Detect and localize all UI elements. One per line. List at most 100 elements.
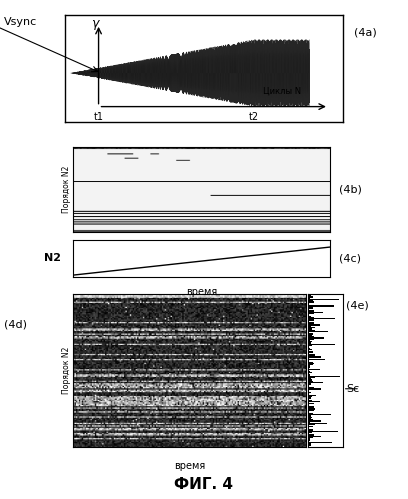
Bar bbox=[308, 351, 313, 353]
Bar bbox=[308, 388, 321, 390]
Bar bbox=[308, 330, 315, 331]
Bar bbox=[308, 424, 315, 426]
Bar bbox=[308, 414, 331, 415]
Bar bbox=[308, 338, 314, 340]
Bar bbox=[308, 313, 314, 314]
Text: время: время bbox=[186, 287, 217, 297]
Bar bbox=[308, 432, 312, 433]
Text: (4e): (4e) bbox=[346, 300, 369, 310]
Bar bbox=[308, 436, 321, 437]
Bar bbox=[308, 342, 311, 344]
Bar bbox=[308, 319, 313, 320]
Bar bbox=[308, 323, 314, 324]
Bar bbox=[308, 446, 310, 447]
Bar bbox=[308, 362, 313, 363]
Bar bbox=[308, 396, 312, 397]
Bar bbox=[308, 392, 311, 394]
Text: Циклы N: Циклы N bbox=[263, 86, 301, 95]
Bar bbox=[308, 315, 310, 317]
Bar bbox=[308, 344, 335, 345]
Bar bbox=[308, 383, 311, 385]
Bar bbox=[308, 364, 313, 365]
Bar bbox=[308, 441, 309, 442]
Bar bbox=[308, 327, 315, 328]
Bar bbox=[308, 429, 313, 431]
Bar bbox=[308, 341, 312, 342]
Bar bbox=[308, 333, 313, 335]
Bar bbox=[308, 369, 320, 370]
Bar bbox=[308, 305, 334, 306]
Bar bbox=[308, 310, 314, 312]
Bar bbox=[308, 382, 323, 383]
Bar bbox=[308, 401, 320, 403]
Bar bbox=[308, 442, 332, 444]
Bar bbox=[308, 385, 309, 386]
Bar bbox=[308, 417, 312, 418]
Bar bbox=[308, 346, 309, 347]
Bar bbox=[308, 438, 310, 440]
Bar bbox=[308, 306, 313, 308]
Bar bbox=[308, 363, 314, 364]
Bar bbox=[308, 428, 309, 429]
Bar bbox=[308, 437, 313, 438]
Bar bbox=[308, 360, 309, 361]
Text: Vsync: Vsync bbox=[4, 17, 37, 27]
Bar bbox=[308, 318, 335, 319]
Bar bbox=[308, 371, 310, 372]
Bar bbox=[308, 328, 312, 329]
Bar bbox=[308, 435, 314, 436]
Bar bbox=[308, 403, 314, 404]
Bar bbox=[308, 395, 316, 396]
Bar bbox=[308, 376, 339, 377]
Bar bbox=[308, 400, 312, 401]
Bar bbox=[308, 345, 312, 346]
Bar bbox=[308, 406, 314, 408]
Bar bbox=[308, 377, 315, 378]
Text: Sc: Sc bbox=[346, 384, 359, 394]
Bar bbox=[308, 445, 311, 446]
Bar bbox=[308, 365, 310, 367]
Bar bbox=[308, 355, 315, 356]
Bar bbox=[308, 367, 310, 368]
Bar bbox=[308, 322, 314, 323]
Bar bbox=[308, 421, 322, 422]
Text: N2: N2 bbox=[44, 253, 61, 263]
Bar bbox=[308, 423, 328, 424]
Bar bbox=[308, 299, 339, 300]
Bar bbox=[308, 426, 313, 427]
Bar bbox=[308, 380, 312, 381]
Bar bbox=[308, 373, 309, 374]
Text: γ: γ bbox=[91, 17, 98, 30]
Bar bbox=[308, 303, 309, 304]
Text: время: время bbox=[174, 461, 205, 471]
Bar bbox=[308, 296, 313, 297]
Text: ФИГ. 4: ФИГ. 4 bbox=[175, 477, 233, 492]
Bar bbox=[308, 347, 310, 349]
Bar bbox=[308, 444, 311, 445]
Bar bbox=[308, 378, 311, 379]
Text: t1: t1 bbox=[93, 112, 104, 122]
Text: t2: t2 bbox=[249, 112, 259, 122]
Bar bbox=[308, 356, 321, 358]
Bar bbox=[308, 409, 315, 410]
Bar bbox=[308, 397, 311, 399]
Bar bbox=[308, 326, 311, 327]
Bar bbox=[308, 391, 309, 392]
Text: (4c): (4c) bbox=[339, 253, 361, 263]
Bar bbox=[308, 399, 309, 400]
Bar bbox=[308, 350, 309, 351]
Y-axis label: Порядок N2: Порядок N2 bbox=[62, 166, 71, 213]
Bar bbox=[308, 415, 311, 417]
Bar bbox=[308, 294, 312, 295]
Bar bbox=[308, 354, 315, 355]
Bar bbox=[308, 374, 310, 376]
Text: (4d): (4d) bbox=[4, 320, 27, 330]
Bar bbox=[308, 308, 313, 309]
Bar bbox=[308, 295, 311, 296]
Bar bbox=[308, 419, 313, 420]
Bar bbox=[308, 324, 320, 326]
Text: (4a): (4a) bbox=[354, 28, 377, 38]
Bar bbox=[308, 413, 313, 414]
Bar bbox=[308, 312, 324, 313]
Bar bbox=[308, 404, 309, 405]
